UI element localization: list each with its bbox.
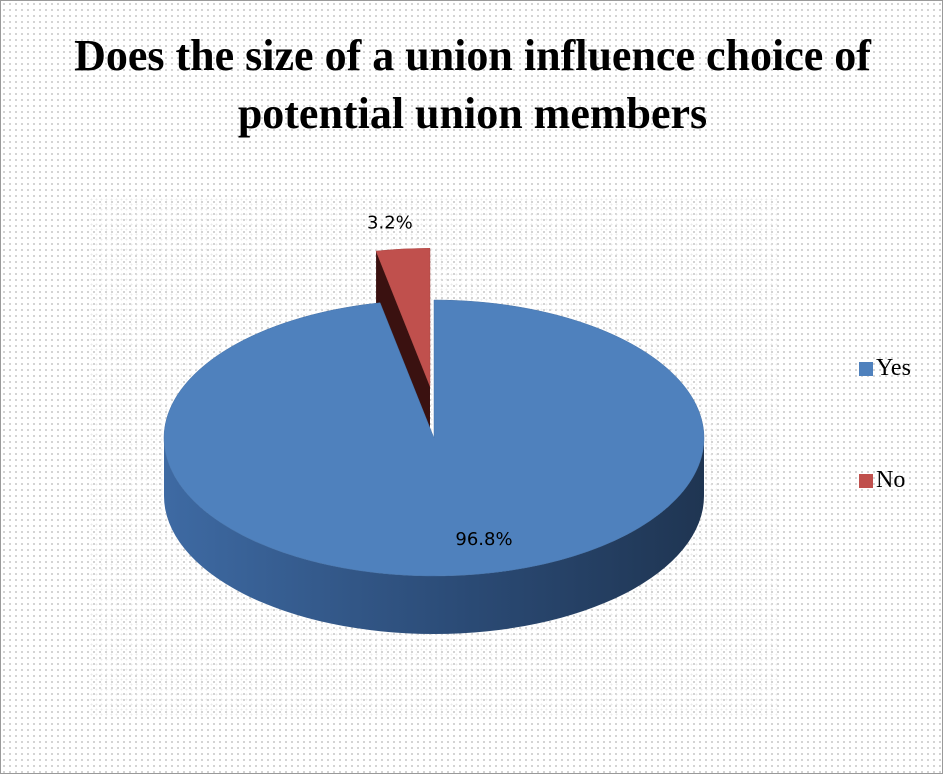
- legend-item-no: No: [859, 467, 905, 494]
- legend-swatch-no: [859, 473, 873, 488]
- pie-side-yes: [164, 438, 704, 634]
- pie-slice-no: [375, 248, 431, 387]
- legend-label-no: No: [876, 467, 906, 493]
- data-label-yes: 96.8%: [455, 529, 512, 550]
- legend-label-yes: Yes: [876, 355, 911, 381]
- legend-item-yes: Yes: [859, 355, 911, 382]
- data-label-no: 3.2%: [367, 212, 413, 233]
- chart-title: Does the size of a union influence choic…: [74, 31, 871, 138]
- legend-swatch-yes: [859, 361, 873, 376]
- pie-slice-yes: [163, 299, 705, 577]
